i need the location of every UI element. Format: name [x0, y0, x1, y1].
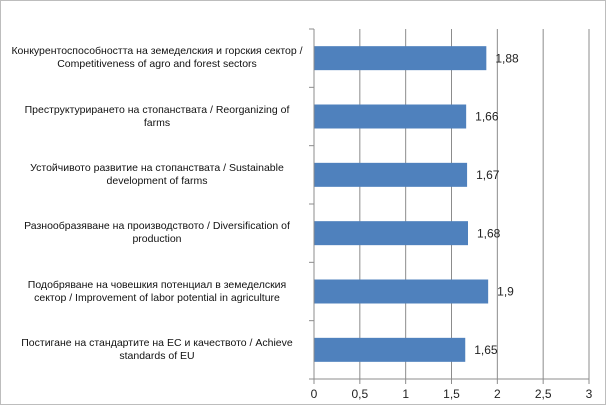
value-label: 1,68	[477, 226, 501, 240]
category-label: Конкурентоспособността на земеделския и …	[11, 45, 303, 71]
category-label: Устойчивото развитие на стопанствата / S…	[30, 161, 284, 187]
x-tick-label: 1,5	[443, 387, 460, 401]
x-tick-label: 1	[402, 387, 409, 401]
bar	[314, 162, 468, 187]
x-tick-label: 0,5	[351, 387, 368, 401]
bar	[314, 337, 466, 362]
bar	[314, 104, 467, 129]
value-label: 1,67	[476, 168, 500, 182]
category-label: Преструктурирането на стопанствата / Reo…	[24, 103, 290, 129]
bar	[314, 46, 487, 71]
value-label: 1,88	[495, 51, 519, 65]
value-label: 1,65	[474, 343, 498, 357]
x-tick-label: 3	[586, 387, 593, 401]
x-tick-label: 0	[311, 387, 318, 401]
value-label: 1,66	[475, 110, 499, 124]
x-tick-label: 2	[494, 387, 501, 401]
bar	[314, 221, 468, 246]
x-tick-label: 2,5	[535, 387, 552, 401]
value-label: 1,9	[497, 285, 514, 299]
category-label: Постигане на стандартите на ЕС и качеств…	[21, 336, 293, 362]
category-label: Подобряване на човешкия потенциал в земе…	[27, 278, 287, 304]
category-label: Разнообразяване на производството / Dive…	[24, 220, 290, 246]
bar	[314, 279, 489, 304]
